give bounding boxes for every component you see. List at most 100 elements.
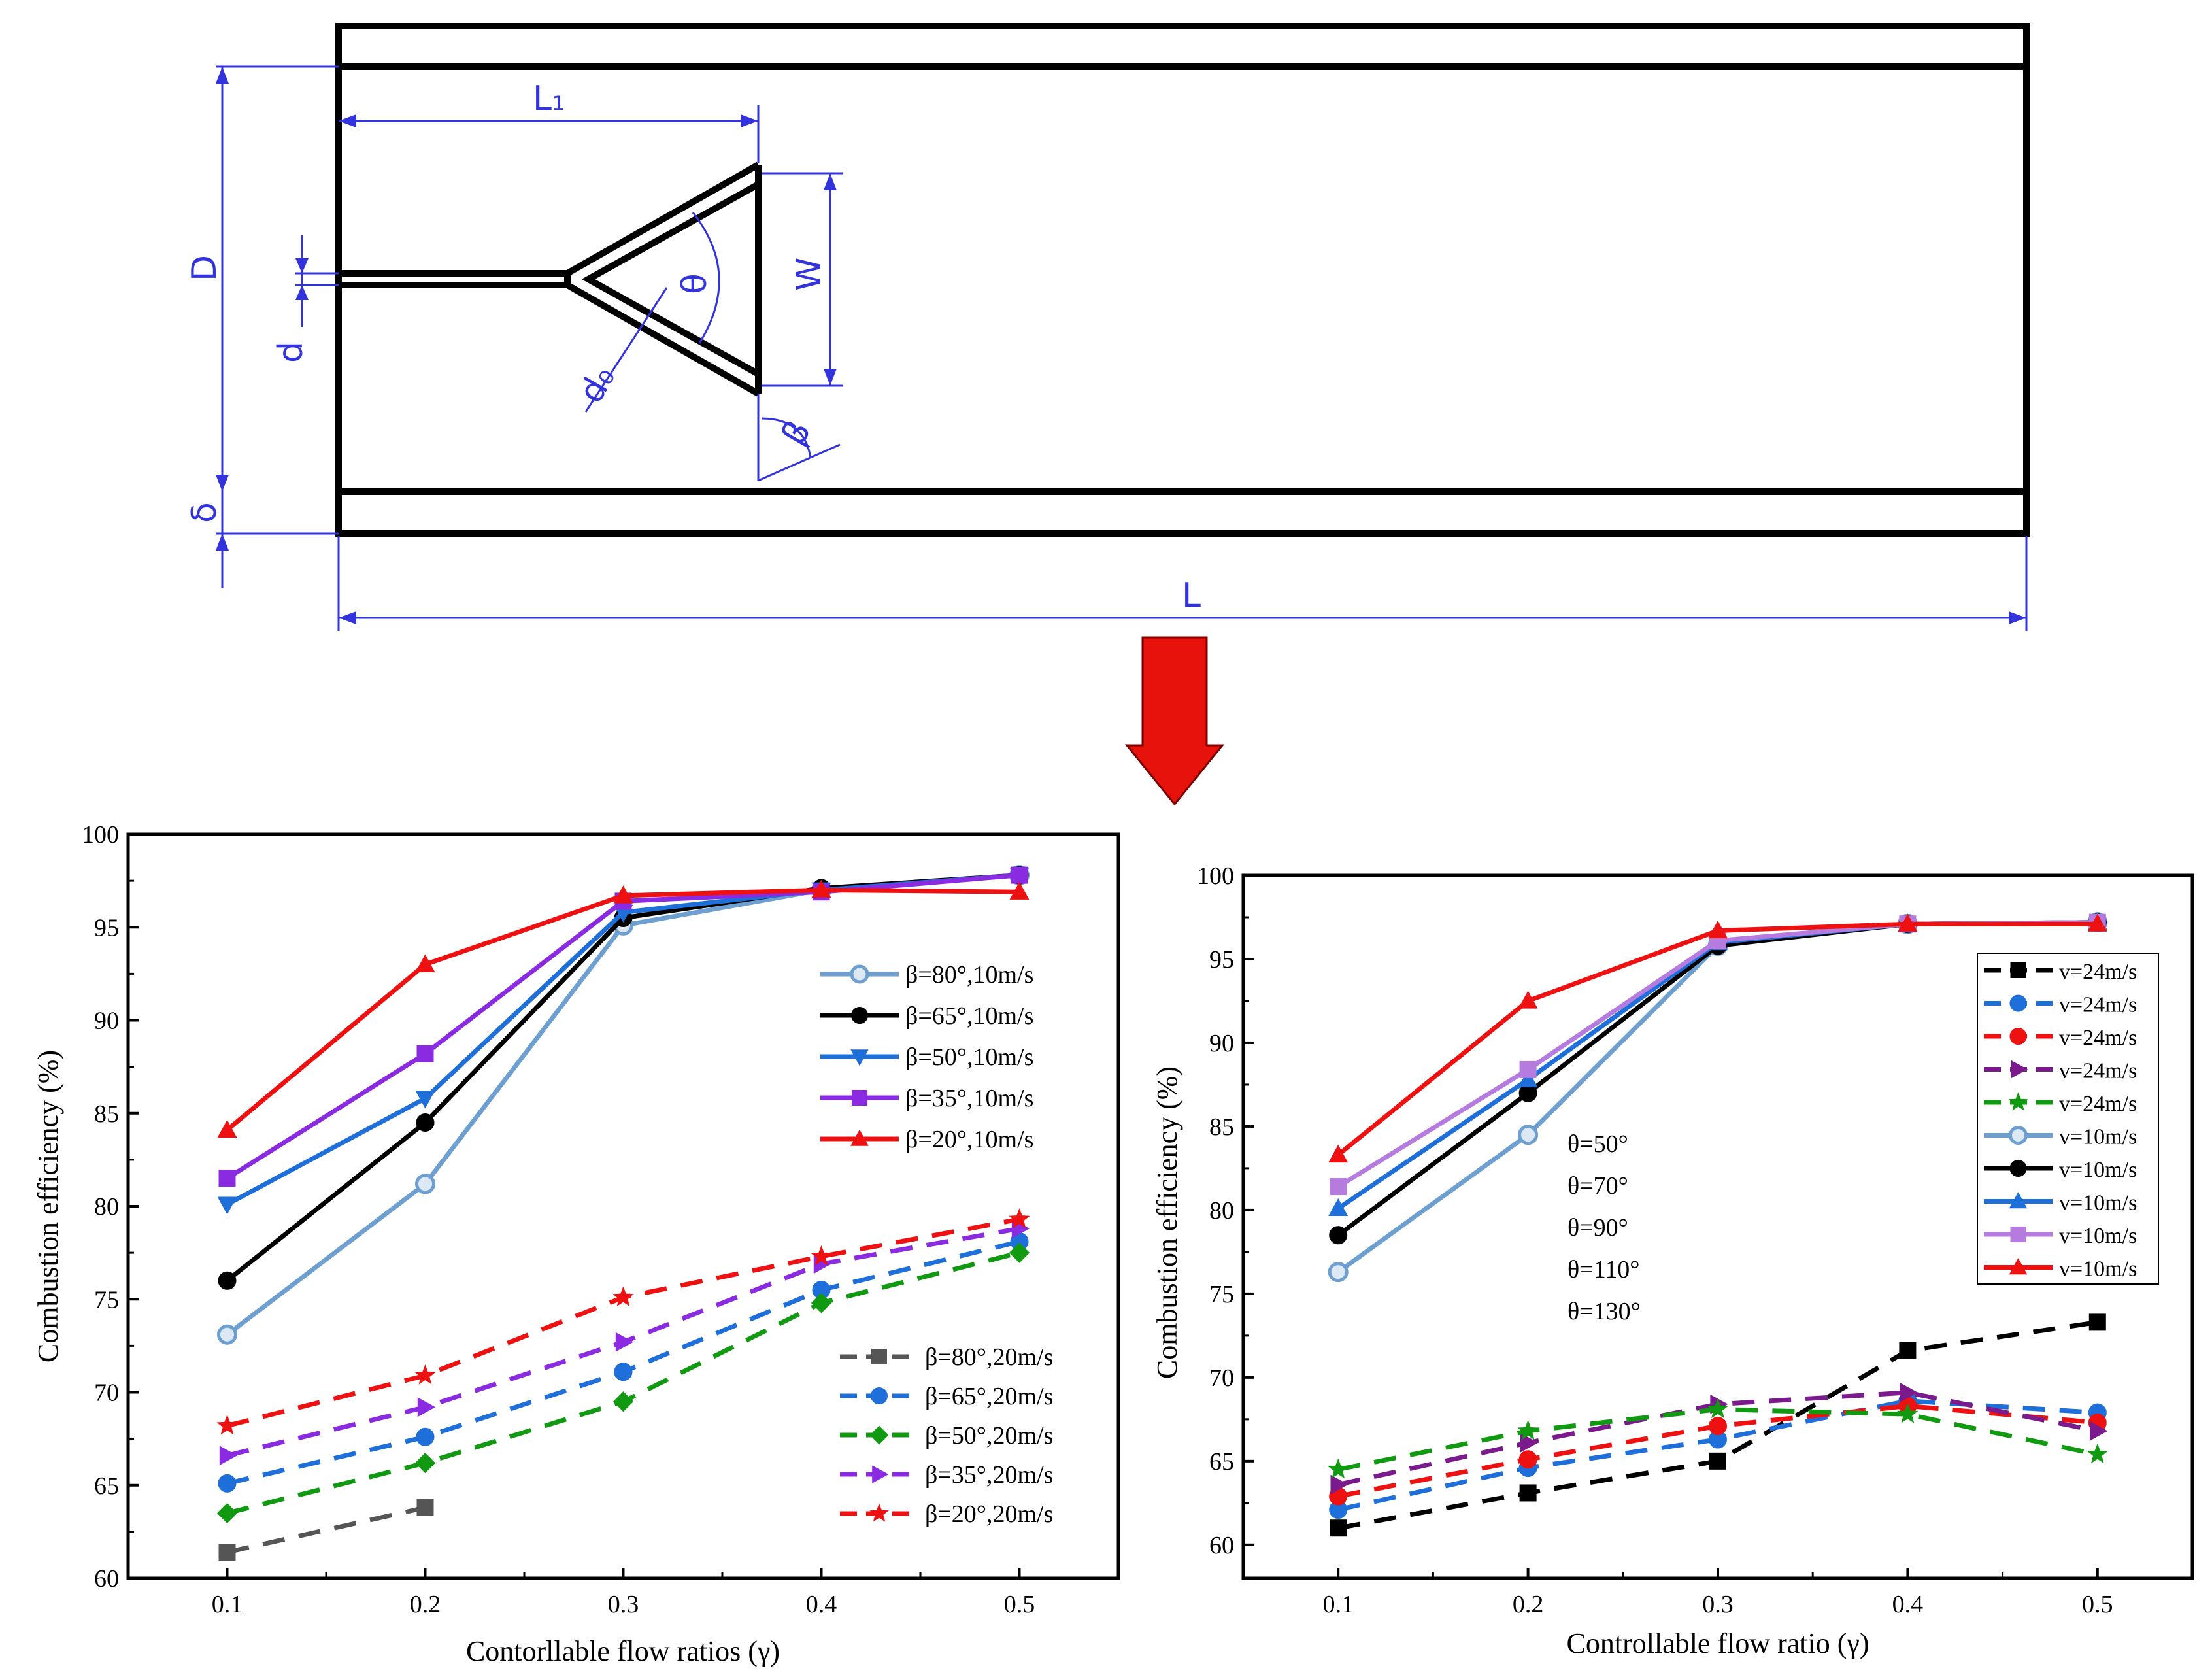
label-D: D — [185, 255, 224, 281]
y-tick-label: 75 — [94, 1286, 119, 1313]
legend-marker — [871, 1349, 887, 1364]
theta-annotation: θ=130° — [1567, 1298, 1641, 1325]
data-point — [1328, 1458, 1349, 1479]
data-point — [1898, 913, 1918, 932]
legend-label: β=35°,20m/s — [925, 1461, 1053, 1489]
data-point — [414, 1364, 436, 1385]
data-point — [1709, 1452, 1726, 1470]
y-tick-label: 60 — [94, 1565, 119, 1593]
y-tick-label: 65 — [1209, 1448, 1234, 1476]
y-tick-label: 70 — [94, 1380, 119, 1407]
down-arrow-icon — [1124, 636, 1225, 806]
data-point — [416, 1045, 434, 1062]
data-point — [2090, 1421, 2108, 1441]
data-point — [218, 1271, 237, 1290]
data-point — [1709, 1417, 1727, 1436]
left-axis-ticks: 60 65 70 75 80 85 90 95 100 0.1 0.2 0.3 0.4 0.5 — [82, 821, 1035, 1618]
data-point — [612, 1286, 634, 1307]
data-point — [1330, 1474, 1349, 1495]
label-delta: δ — [185, 502, 224, 523]
data-point — [416, 1113, 435, 1132]
data-point — [1517, 1419, 1539, 1440]
right-annotations: θ=50° θ=70° θ=90° θ=110° θ=130° — [1567, 1130, 1641, 1325]
data-point — [415, 1091, 435, 1109]
data-point — [1518, 991, 1538, 1009]
channel-outline — [335, 23, 2030, 537]
y-tick-label: 85 — [1209, 1113, 1234, 1141]
legend-label: β=50°,20m/s — [925, 1422, 1053, 1449]
legend-marker — [2009, 994, 2027, 1012]
data-point — [1330, 1519, 1347, 1537]
data-point — [1009, 881, 1030, 900]
theta-annotation: θ=110° — [1567, 1256, 1639, 1283]
data-point — [613, 885, 633, 904]
series-line — [226, 1239, 1020, 1486]
data-point — [1520, 1432, 1539, 1453]
left-chart: 60 65 70 75 80 85 90 95 100 0.1 0.2 0.3 0.4 0.5 Conto… — [32, 821, 1120, 1667]
legend-label: β=35°,10m/s — [905, 1085, 1033, 1112]
legend-label: v=10m/s — [2059, 1158, 2137, 1182]
data-point — [415, 1174, 435, 1194]
y-tick-label: 65 — [94, 1472, 119, 1500]
data-point — [217, 1119, 237, 1138]
legend-label: β=80°,20m/s — [925, 1344, 1053, 1371]
data-point — [1009, 1242, 1030, 1263]
x-tick-label: 0.1 — [212, 1591, 243, 1618]
legend-marker — [869, 1503, 889, 1522]
data-point — [614, 1363, 633, 1381]
legend-marker — [2009, 1126, 2028, 1145]
y-tick-label: 80 — [1209, 1197, 1234, 1225]
x-tick-label: 0.5 — [1004, 1591, 1035, 1618]
v-gutter-inner — [581, 181, 760, 377]
data-point — [1519, 1060, 1537, 1078]
legend-marker — [850, 1049, 869, 1066]
left-legend-bottom: β=80°,20m/s β=65°,20m/s β=50°,20m/s β=35°,2… — [840, 1344, 1053, 1528]
x-tick-label: 0.1 — [1322, 1591, 1354, 1618]
legend-marker — [2011, 1060, 2028, 1079]
legend-label: v=24m/s — [2059, 1026, 2137, 1050]
legend-marker — [852, 1090, 867, 1106]
data-point — [2088, 1313, 2106, 1331]
data-point — [218, 1544, 236, 1561]
x-tick-label: 0.3 — [1702, 1591, 1734, 1618]
legend-label: β=65°,20m/s — [925, 1383, 1053, 1410]
label-W: W — [790, 258, 829, 291]
data-point — [1708, 920, 1728, 939]
legend-marker — [851, 1007, 868, 1024]
data-point — [1518, 1125, 1539, 1145]
y-tick-label: 70 — [1209, 1364, 1234, 1392]
y-tick-label: 100 — [82, 821, 119, 849]
legend-marker — [2010, 962, 2026, 978]
data-point — [1707, 1398, 1729, 1419]
legend-label: β=50°,10m/s — [905, 1043, 1033, 1071]
legend-marker — [2009, 1028, 2027, 1045]
data-point — [216, 1502, 238, 1524]
y-tick-label: 80 — [94, 1193, 119, 1221]
data-point — [2087, 913, 2107, 932]
data-point — [1900, 1382, 1918, 1402]
dimension-arrowheads — [216, 67, 2026, 624]
theta-annotation: θ=90° — [1567, 1214, 1628, 1242]
right-legend-box — [1977, 953, 2159, 1285]
data-point — [416, 1499, 434, 1516]
legend-marker — [871, 1387, 888, 1404]
dimension-lines — [216, 65, 2028, 631]
y-tick-label: 95 — [94, 914, 119, 941]
data-point — [1011, 866, 1028, 884]
data-point — [1899, 1342, 1917, 1359]
legend-marker — [2009, 1160, 2027, 1177]
left-series — [216, 865, 1030, 1561]
data-point — [216, 1414, 238, 1435]
legend-label: v=10m/s — [2059, 1257, 2137, 1281]
legend-label: β=20°,20m/s — [925, 1500, 1053, 1528]
x-tick-label: 0.2 — [1513, 1591, 1544, 1618]
data-point — [811, 1293, 832, 1313]
right-chart: 60 65 70 75 80 85 90 95 100 0.1 0.2 0.3 0.4 0.5 Contr… — [1151, 862, 2194, 1659]
data-point — [219, 1446, 238, 1466]
legend-label: β=65°,10m/s — [905, 1002, 1033, 1030]
x-tick-label: 0.2 — [410, 1591, 441, 1618]
series-line — [226, 873, 1020, 1283]
left-legend-top: β=80°,10m/s β=65°,10m/s β=50°,10m/s β=35°,1… — [820, 961, 1033, 1153]
legend-label: v=24m/s — [2059, 960, 2137, 984]
legend-label: β=80°,10m/s — [905, 961, 1033, 989]
